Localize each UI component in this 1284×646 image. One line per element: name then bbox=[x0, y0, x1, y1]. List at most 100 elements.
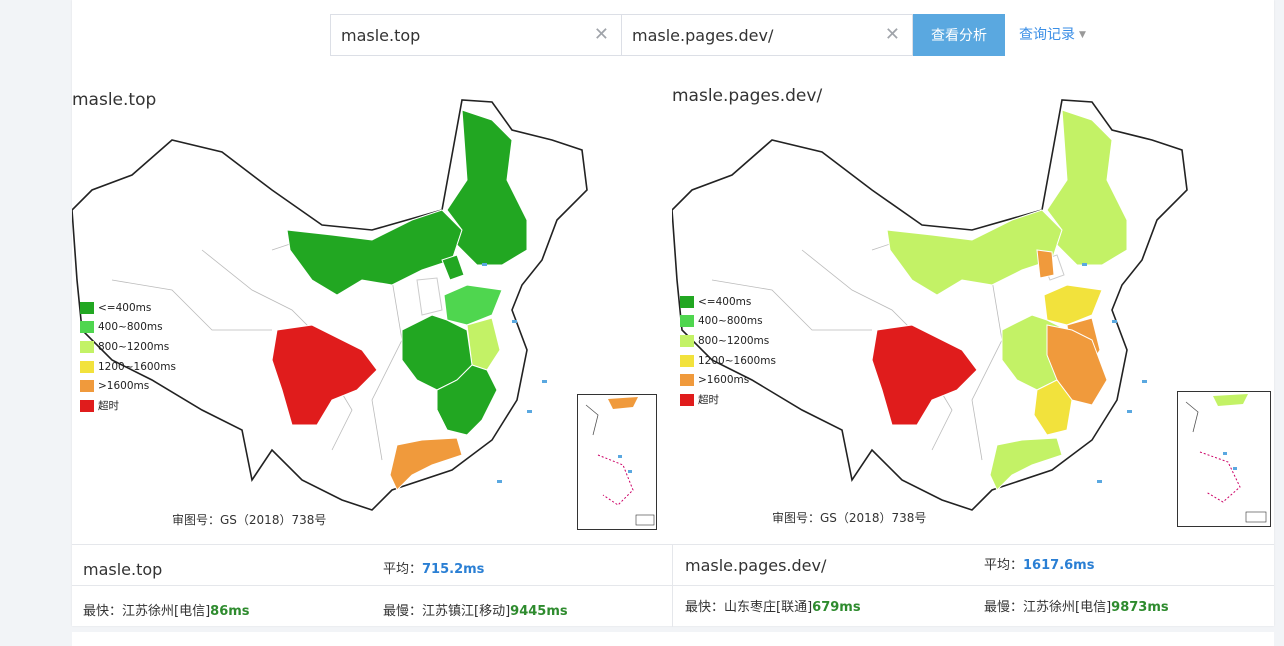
inset-region bbox=[1213, 394, 1248, 406]
legend-label: 400~800ms bbox=[98, 321, 163, 334]
legend-label: >1600ms bbox=[98, 380, 150, 393]
stats-panel-b: masle.pages.dev/ 平均：1617.6ms 最快：山东枣庄[联通]… bbox=[673, 544, 1274, 627]
china-map-b bbox=[672, 99, 1188, 511]
legend-swatch bbox=[80, 301, 94, 314]
fastest-node: 最快：山东枣庄[联通]679ms bbox=[685, 596, 861, 615]
fastest-node: 最快：江苏徐州[电信]86ms bbox=[83, 600, 250, 619]
history-dropdown[interactable]: 查询记录 ▼ bbox=[1019, 24, 1086, 44]
legend-swatch bbox=[680, 374, 694, 387]
legend-swatch bbox=[680, 354, 694, 367]
legend-label: 1200~1600ms bbox=[698, 354, 776, 367]
region-inner-mongolia[interactable] bbox=[886, 209, 1063, 296]
legend-label: 800~1200ms bbox=[98, 340, 170, 353]
legend-item: >1600ms bbox=[680, 370, 776, 390]
site-a-input[interactable]: masle.top ✕ bbox=[330, 14, 622, 56]
region-shandong[interactable] bbox=[443, 284, 503, 326]
legend-item: 超时 bbox=[680, 390, 776, 410]
legend-label: 1200~1600ms bbox=[98, 360, 176, 373]
fast-location: 江苏徐州[电信] bbox=[122, 604, 211, 619]
legend-item: <=400ms bbox=[80, 298, 176, 318]
legend-item: 400~800ms bbox=[80, 318, 176, 338]
legend-label: 超时 bbox=[698, 394, 719, 407]
caret-down-icon: ▼ bbox=[1079, 30, 1086, 40]
analyze-button[interactable]: 查看分析 bbox=[913, 14, 1005, 56]
search-bar: masle.top ✕ masle.pages.dev/ ✕ 查看分析 bbox=[330, 14, 1005, 56]
stats-row bbox=[673, 545, 1274, 586]
region-jiangxi[interactable] bbox=[1033, 379, 1073, 436]
legend-item: >1600ms bbox=[80, 376, 176, 396]
region-east[interactable] bbox=[1046, 324, 1108, 406]
avg-value: 715.2ms bbox=[422, 562, 485, 577]
slowest-node: 最慢：江苏徐州[电信]9873ms bbox=[984, 596, 1169, 615]
south-china-sea-inset bbox=[577, 394, 657, 530]
legend-swatch bbox=[680, 315, 694, 328]
slow-location: 江苏徐州[电信] bbox=[1023, 600, 1112, 615]
legend-label: <=400ms bbox=[98, 301, 152, 314]
site-b-input[interactable]: masle.pages.dev/ ✕ bbox=[622, 14, 913, 56]
region-guangdong[interactable] bbox=[989, 437, 1063, 491]
region-northeast[interactable] bbox=[446, 109, 528, 266]
legend-swatch bbox=[80, 360, 94, 373]
legend-swatch bbox=[80, 399, 94, 412]
legend-label: <=400ms bbox=[698, 295, 752, 308]
map-approval-number: 审图号：GS（2018）738号 bbox=[772, 511, 927, 525]
legend-swatch bbox=[80, 380, 94, 393]
island-markers bbox=[1082, 263, 1147, 483]
slow-label: 最慢： bbox=[383, 604, 423, 619]
legend-item: 超时 bbox=[80, 396, 176, 416]
map-approval-number: 审图号：GS（2018）738号 bbox=[172, 513, 327, 527]
average-latency: 平均：715.2ms bbox=[383, 558, 484, 577]
region-northeast[interactable] bbox=[1046, 109, 1128, 266]
map-legend: <=400ms 400~800ms 800~1200ms 1200~1600ms… bbox=[680, 292, 776, 410]
site-name: masle.top bbox=[83, 560, 163, 579]
legend-item: 800~1200ms bbox=[680, 331, 776, 351]
slow-value: 9873ms bbox=[1111, 600, 1169, 615]
avg-label: 平均： bbox=[984, 558, 1024, 573]
legend-label: 400~800ms bbox=[698, 315, 763, 328]
map-panel-b: masle.pages.dev/ <=400ms 400~800ms 800~1… bbox=[672, 80, 1272, 540]
region-sichuan[interactable] bbox=[871, 324, 978, 426]
region-guangdong[interactable] bbox=[389, 437, 463, 491]
legend-swatch bbox=[680, 295, 694, 308]
region-shanxi[interactable] bbox=[416, 277, 443, 316]
legend-label: >1600ms bbox=[698, 374, 750, 387]
region-beijing[interactable] bbox=[441, 254, 465, 281]
fast-label: 最快： bbox=[685, 600, 725, 615]
map-panel-a: masle.top <=400ms 400~800ms 800~1200ms 1… bbox=[72, 80, 672, 540]
fast-value: 679ms bbox=[812, 600, 861, 615]
legend-swatch bbox=[80, 321, 94, 334]
slow-location: 江苏镇江[移动] bbox=[422, 604, 511, 619]
legend-item: 400~800ms bbox=[680, 312, 776, 332]
china-map-a bbox=[72, 99, 588, 511]
map-title: masle.top bbox=[72, 90, 157, 110]
next-card bbox=[72, 632, 1274, 646]
site-a-value: masle.top bbox=[341, 26, 421, 45]
legend-label: 超时 bbox=[98, 400, 119, 413]
map-outline bbox=[672, 99, 1188, 511]
south-china-sea-inset bbox=[1177, 391, 1271, 527]
legend-swatch bbox=[680, 334, 694, 347]
avg-label: 平均： bbox=[383, 562, 423, 577]
map-legend: <=400ms 400~800ms 800~1200ms 1200~1600ms… bbox=[80, 298, 176, 416]
fast-label: 最快： bbox=[83, 604, 123, 619]
legend-item: 1200~1600ms bbox=[80, 357, 176, 377]
stats-row bbox=[72, 545, 672, 586]
slow-label: 最慢： bbox=[984, 600, 1024, 615]
map-title: masle.pages.dev/ bbox=[672, 86, 823, 106]
fast-value: 86ms bbox=[210, 604, 250, 619]
history-label: 查询记录 bbox=[1019, 27, 1075, 43]
close-icon[interactable]: ✕ bbox=[884, 24, 900, 45]
avg-value: 1617.6ms bbox=[1023, 558, 1095, 573]
region-shandong[interactable] bbox=[1043, 284, 1103, 326]
close-icon[interactable]: ✕ bbox=[593, 24, 609, 45]
site-name: masle.pages.dev/ bbox=[685, 556, 827, 575]
legend-swatch bbox=[80, 340, 94, 353]
region-inner-mongolia[interactable] bbox=[286, 209, 463, 296]
average-latency: 平均：1617.6ms bbox=[984, 554, 1094, 573]
province-borders bbox=[111, 239, 403, 461]
site-b-value: masle.pages.dev/ bbox=[632, 26, 774, 45]
region-shanxi[interactable] bbox=[1036, 249, 1055, 279]
slowest-node: 最慢：江苏镇江[移动]9445ms bbox=[383, 600, 568, 619]
region-sichuan[interactable] bbox=[271, 324, 378, 426]
island-markers bbox=[482, 263, 547, 483]
